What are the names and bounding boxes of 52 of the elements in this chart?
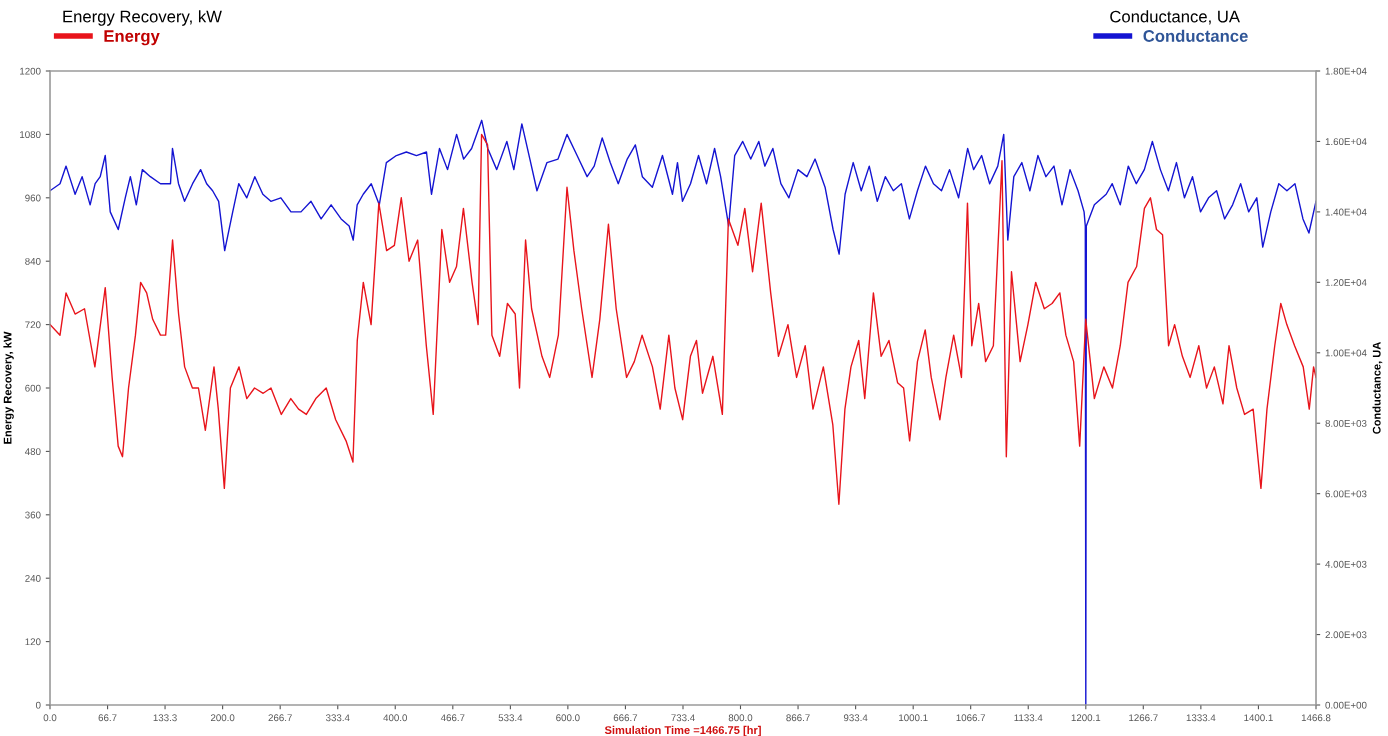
x-tick-label: 1400.1 [1244,714,1273,722]
y2-tick-label: 0.00E+00 [1325,701,1367,709]
text: Energy Recovery, kW [63,10,222,26]
x-tick-label: 1466.8 [1301,714,1331,722]
y-tick-label: 600 [25,384,41,392]
line-series [50,133,1316,505]
y2-tick-label: 4.00E+03 [1325,560,1367,568]
y-tick-label: 960 [25,194,41,202]
y-tick-label: 1080 [20,131,41,139]
legend-label: Energy [104,30,160,46]
x-tick-label: 1066.7 [956,714,986,722]
y2-axis-title: Conductance, UA [1372,341,1383,434]
x-tick-label: 400.0 [383,714,408,722]
x-tick-label: 66.7 [98,714,117,722]
legend-label: Conductance [1143,29,1248,42]
x-tick-label: 200.0 [210,714,235,722]
x-tick-label: 800.0 [728,714,753,722]
y-tick-label: 360 [25,511,41,519]
y-tick-label: 1200 [20,67,41,75]
y2-tick-label: 1.60E+04 [1325,138,1367,146]
x-tick-label: 333.4 [325,714,350,722]
y-axis-title: Energy Recovery, kW [3,331,14,444]
x-tick-label: 666.7 [613,714,638,722]
y-tick-label: 120 [25,638,41,646]
x-tick-label: 133.3 [153,714,177,722]
y-tick-label: 840 [25,257,41,265]
y2-tick-label: 2.00E+03 [1325,631,1367,639]
x-tick-label: 1000.1 [899,714,928,722]
x-tick-label: 466.7 [440,714,465,722]
x-axis-title: Simulation Time =1466.75 [hr] [604,725,761,736]
y2-tick-label: 8.00E+03 [1325,419,1367,427]
y2-tick-label: 6.00E+03 [1325,490,1367,498]
x-tick-label: 1133.4 [1014,714,1043,722]
x-tick-label: 1333.4 [1186,714,1216,722]
x-tick-label: 0.0 [43,714,57,722]
x-tick-label: 866.7 [786,714,810,722]
y2-tick-label: 1.00E+04 [1325,349,1367,357]
x-tick-label: 600.0 [556,714,580,722]
x-tick-label: 933.4 [843,714,868,722]
y-tick-label: 240 [25,574,41,582]
x-tick-label: 266.7 [268,714,292,722]
y-tick-label: 0 [35,701,41,709]
y2-tick-label: 1.40E+04 [1325,208,1367,216]
y-tick-label: 720 [25,321,41,329]
y2-tick-label: 1.20E+04 [1325,279,1367,286]
y-tick-label: 480 [24,448,41,456]
x-tick-label: 533.4 [498,714,523,722]
y2-tick-label: 1.80E+04 [1325,67,1367,75]
x-tick-label: 1266.7 [1129,714,1158,722]
x-tick-label: 1200.1 [1071,714,1101,722]
x-tick-label: 733.4 [671,714,695,722]
text: Conductance, UA [1110,10,1240,25]
